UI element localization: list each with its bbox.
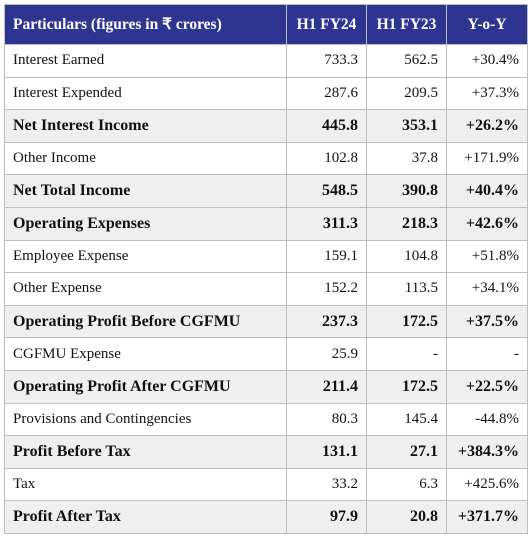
table-row: Employee Expense 159.1 104.8 +51.8% xyxy=(4,239,528,274)
table-row: Tax 33.2 6.3 +425.6% xyxy=(4,467,528,502)
value-cell: 237.3 xyxy=(286,304,367,339)
value-cell: 733.3 xyxy=(286,44,367,78)
value-cell: +30.4% xyxy=(446,44,528,78)
value-cell: 548.5 xyxy=(286,174,367,208)
header-cell: H1 FY23 xyxy=(366,4,447,45)
value-cell: 37.8 xyxy=(366,141,447,176)
value-cell: 131.1 xyxy=(286,435,367,469)
table-header: Particulars (figures in ₹ crores) H1 FY24… xyxy=(4,4,528,45)
value-cell: 172.5 xyxy=(366,369,447,404)
value-cell: 209.5 xyxy=(366,76,447,111)
value-cell: 102.8 xyxy=(286,141,367,176)
row-label: Profit After Tax xyxy=(4,500,287,534)
header-cell: H1 FY24 xyxy=(286,4,367,45)
table-row: Other Expense 152.2 113.5 +34.1% xyxy=(4,272,528,306)
header-cell: Particulars (figures in ₹ crores) xyxy=(4,4,287,45)
value-cell: +384.3% xyxy=(446,435,528,469)
value-cell: 159.1 xyxy=(286,239,367,274)
row-label: Profit Before Tax xyxy=(4,435,287,469)
value-cell: +40.4% xyxy=(446,174,528,208)
value-cell: +371.7% xyxy=(446,500,528,534)
value-cell: +42.6% xyxy=(446,206,528,241)
value-cell: 113.5 xyxy=(366,272,447,306)
row-label: Operating Profit After CGFMU xyxy=(4,369,287,404)
row-label: Operating Profit Before CGFMU xyxy=(4,304,287,339)
row-label: Interest Earned xyxy=(4,44,287,78)
value-cell: +51.8% xyxy=(446,239,528,274)
header-row: Particulars (figures in ₹ crores) H1 FY24… xyxy=(4,4,528,45)
value-cell: 152.2 xyxy=(286,272,367,306)
row-label: Net Total Income xyxy=(4,174,287,208)
value-cell: 20.8 xyxy=(366,500,447,534)
value-cell: 104.8 xyxy=(366,239,447,274)
row-label: Operating Expenses xyxy=(4,206,287,241)
value-cell: 445.8 xyxy=(286,109,367,143)
row-label: Net Interest Income xyxy=(4,109,287,143)
header-cell: Y-o-Y xyxy=(446,4,528,45)
row-label: Provisions and Contingencies xyxy=(4,402,287,437)
value-cell: 562.5 xyxy=(366,44,447,78)
table-row: Interest Earned 733.3 562.5 +30.4% xyxy=(4,44,528,78)
value-cell: 145.4 xyxy=(366,402,447,437)
value-cell: 27.1 xyxy=(366,435,447,469)
table-row: Profit After Tax 97.9 20.8 +371.7% xyxy=(4,500,528,534)
table-row: Net Total Income 548.5 390.8 +40.4% xyxy=(4,174,528,208)
value-cell: +37.3% xyxy=(446,76,528,111)
value-cell: 211.4 xyxy=(286,369,367,404)
row-label: CGFMU Expense xyxy=(4,337,287,371)
row-label: Tax xyxy=(4,467,287,502)
table-row: Operating Expenses 311.3 218.3 +42.6% xyxy=(4,206,528,241)
table-row: Operating Profit After CGFMU 211.4 172.5 +2… xyxy=(4,369,528,404)
value-cell: +26.2% xyxy=(446,109,528,143)
row-label: Employee Expense xyxy=(4,239,287,274)
value-cell: 33.2 xyxy=(286,467,367,502)
value-cell: +34.1% xyxy=(446,272,528,306)
value-cell: 6.3 xyxy=(366,467,447,502)
value-cell: 311.3 xyxy=(286,206,367,241)
value-cell: 390.8 xyxy=(366,174,447,208)
table-row: Operating Profit Before CGFMU 237.3 172.5 +… xyxy=(4,304,528,339)
value-cell: 218.3 xyxy=(366,206,447,241)
table-body: Interest Earned 733.3 562.5 +30.4% Interest … xyxy=(4,44,528,534)
value-cell: 172.5 xyxy=(366,304,447,339)
value-cell: -44.8% xyxy=(446,402,528,437)
value-cell: - xyxy=(366,337,447,371)
row-label: Other Expense xyxy=(4,272,287,306)
value-cell: +171.9% xyxy=(446,141,528,176)
value-cell: +22.5% xyxy=(446,369,528,404)
table-row: Provisions and Contingencies 80.3 145.4 -44… xyxy=(4,402,528,437)
table-row: Profit Before Tax 131.1 27.1 +384.3% xyxy=(4,435,528,469)
table-row: CGFMU Expense 25.9- - xyxy=(4,337,528,371)
table-row: Other Income 102.8 37.8 +171.9% xyxy=(4,141,528,176)
value-cell: 287.6 xyxy=(286,76,367,111)
value-cell: 25.9 xyxy=(286,337,367,371)
value-cell: 97.9 xyxy=(286,500,367,534)
value-cell: - xyxy=(446,337,528,371)
row-label: Interest Expended xyxy=(4,76,287,111)
value-cell: +425.6% xyxy=(446,467,528,502)
row-label: Other Income xyxy=(4,141,287,176)
value-cell: 80.3 xyxy=(286,402,367,437)
value-cell: 353.1 xyxy=(366,109,447,143)
financial-table: Particulars (figures in ₹ crores) H1 FY24… xyxy=(4,4,528,534)
table-row: Interest Expended 287.6 209.5 +37.3% xyxy=(4,76,528,111)
table-row: Net Interest Income 445.8 353.1 +26.2% xyxy=(4,109,528,143)
value-cell: +37.5% xyxy=(446,304,528,339)
